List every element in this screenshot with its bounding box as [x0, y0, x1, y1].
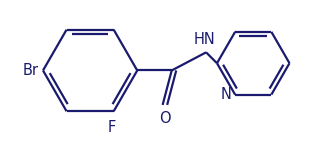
Text: Br: Br [23, 63, 38, 78]
Text: O: O [159, 111, 171, 126]
Text: F: F [108, 120, 116, 135]
Text: HN: HN [193, 32, 215, 47]
Text: N: N [221, 87, 232, 102]
